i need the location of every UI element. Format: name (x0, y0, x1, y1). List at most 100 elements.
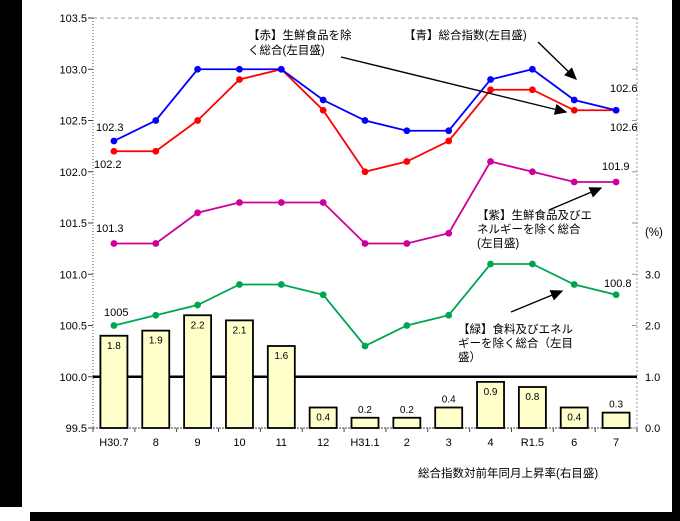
bar (350, 416, 380, 429)
point-value-label: 102.3 (96, 122, 124, 134)
bar (476, 380, 505, 429)
green-series-label-arrow (510, 290, 564, 313)
bar-value-label: 0.2 (358, 405, 372, 416)
x-tick-label: 9 (195, 437, 201, 449)
bar (266, 345, 296, 429)
percent-unit-label: (%) (645, 227, 663, 239)
series-point-red (445, 137, 453, 145)
left-tick-label: 103.0 (59, 64, 87, 76)
x-tick-label: 4 (487, 437, 493, 449)
bar-value-label: 1.8 (107, 341, 121, 352)
series-point-green (570, 281, 578, 288)
series-point-blue (528, 65, 536, 73)
series-point-green (319, 291, 327, 299)
right-tick-label: 1.0 (645, 372, 660, 384)
series-point-green (194, 301, 202, 309)
x-tick-label: 6 (571, 437, 577, 449)
series-point-purple (110, 240, 118, 247)
bar-value-label: 0.8 (525, 392, 539, 403)
series-point-blue (361, 117, 369, 124)
series-point-blue (236, 65, 243, 73)
x-tick-label: R1.5 (521, 437, 544, 449)
series-point-blue (403, 127, 411, 135)
series-point-red (361, 168, 369, 176)
point-value-label: 102.6 (610, 122, 638, 134)
purple-series-label: (左目盛) (477, 236, 519, 250)
bottom-caption: 総合指数対前年同月上昇率(右目盛) (418, 466, 598, 480)
bar (225, 319, 254, 429)
purple-series-label: 【紫】生鮮食品及びエ (477, 208, 592, 222)
series-point-green (361, 342, 369, 350)
right-tick-label: 0.0 (645, 423, 660, 435)
series-point-red (403, 158, 411, 165)
left-tick-label: 102.0 (59, 167, 87, 179)
series-point-red (319, 106, 327, 114)
series-point-green (487, 260, 494, 268)
series-point-red (194, 117, 202, 124)
point-value-label: 101.3 (96, 223, 124, 235)
series-point-green (403, 322, 411, 329)
left-tick-label: 100.5 (59, 321, 87, 333)
x-tick-label: H30.7 (99, 437, 128, 449)
bar (517, 386, 547, 429)
bar-value-label: 2.2 (191, 320, 205, 331)
series-point-purple (570, 178, 578, 186)
right-black-strip (672, 0, 680, 521)
point-value-label: 101.9 (602, 161, 630, 173)
series-point-red (570, 106, 578, 114)
bar (308, 406, 338, 429)
bottom-black-strip (30, 512, 680, 521)
series-point-blue (612, 106, 620, 114)
series-point-red (528, 86, 536, 94)
point-value-label: 102.6 (610, 83, 638, 95)
series-point-green (528, 260, 536, 268)
series-point-purple (152, 240, 160, 247)
red-series-label-arrow (340, 56, 568, 115)
series-point-purple (528, 168, 536, 176)
bar-value-label: 0.4 (442, 395, 456, 406)
x-tick-label: 12 (317, 437, 329, 449)
bar (559, 406, 589, 429)
bar (99, 334, 129, 429)
x-tick-label: 7 (613, 437, 619, 449)
bar (434, 406, 464, 429)
series-point-purple (445, 229, 453, 237)
series-point-blue (110, 137, 118, 145)
right-tick-label: 2.0 (645, 321, 660, 333)
purple-series-label: ネルギーを除く総合 (477, 222, 581, 236)
series-point-blue (277, 65, 285, 73)
x-tick-label: H31.1 (350, 437, 379, 449)
left-tick-label: 101.0 (59, 269, 87, 281)
series-point-green (445, 311, 453, 319)
bar-value-label: 1.6 (274, 351, 288, 362)
series-point-red (152, 147, 160, 155)
green-series-label: 盛） (458, 350, 481, 364)
x-tick-label: 3 (446, 437, 452, 449)
series-point-green (612, 291, 620, 299)
series-point-green (152, 311, 160, 319)
point-value-label: 1005 (104, 307, 128, 319)
series-point-blue (570, 96, 578, 104)
x-tick-label: 2 (404, 437, 410, 449)
point-value-label: 102.2 (94, 159, 122, 171)
series-point-purple (361, 240, 369, 247)
bar-value-label: 0.4 (316, 413, 330, 424)
series-point-blue (445, 127, 453, 135)
series-point-red (236, 76, 243, 83)
bar-value-label: 0.4 (567, 413, 581, 424)
series-point-red (110, 147, 118, 155)
bar-value-label: 0.9 (484, 387, 498, 398)
bar-value-label: 0.3 (609, 400, 623, 411)
bar (141, 329, 171, 429)
series-point-purple (319, 199, 327, 206)
series-point-blue (319, 96, 327, 104)
bar-value-label: 0.2 (400, 405, 414, 416)
series-point-red (487, 86, 494, 94)
green-series-label: ギーを除く総合（左目 (458, 336, 573, 350)
bar (392, 416, 422, 429)
x-tick-label: 8 (153, 437, 159, 449)
green-series-label: 【緑】食料及びエネル (458, 322, 573, 336)
right-tick-label: 3.0 (645, 269, 660, 281)
point-value-label: 100.8 (604, 278, 632, 290)
